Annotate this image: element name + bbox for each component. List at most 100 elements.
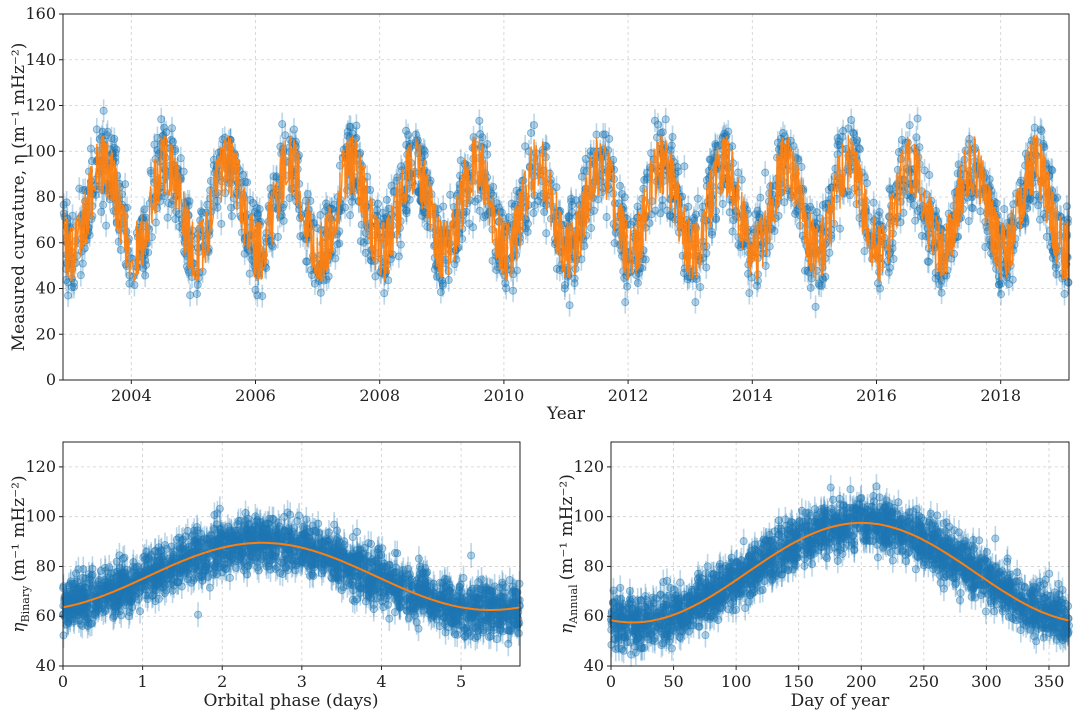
data-point [509, 286, 518, 295]
data-point [1053, 193, 1062, 202]
data-point [756, 193, 765, 202]
top-y-axis-label: Measured curvature, η (m⁻¹ mHz⁻²) [9, 43, 29, 352]
data-point [512, 266, 521, 275]
data-point [1064, 278, 1073, 287]
data-point [502, 284, 511, 293]
x-tick-label: 2012 [608, 386, 649, 405]
data-point [691, 298, 700, 307]
data-point [708, 230, 717, 239]
data-point [341, 203, 350, 212]
data-point [592, 130, 601, 139]
data-point [1008, 275, 1017, 284]
data-point [475, 116, 484, 125]
data-point [279, 216, 288, 225]
data-point [737, 175, 746, 184]
y-tick-label: 40 [36, 279, 56, 298]
y-tick-label: 140 [25, 50, 56, 69]
data-point [140, 205, 149, 214]
data-point [255, 205, 264, 214]
data-point [141, 271, 150, 280]
data-point [992, 199, 1001, 208]
data-point [684, 202, 693, 211]
data-point [446, 190, 455, 199]
data-point [621, 298, 630, 307]
y-tick-label: 120 [25, 96, 56, 115]
data-point [227, 212, 236, 221]
data-point [107, 134, 116, 143]
data-point [913, 114, 922, 123]
data-point [99, 106, 108, 115]
data-point [745, 289, 754, 298]
data-point [273, 232, 282, 241]
data-point [335, 239, 344, 248]
y-tick-label: 20 [36, 324, 56, 343]
data-point [331, 254, 340, 263]
data-point [1000, 205, 1009, 214]
y-tick-label: 160 [25, 4, 56, 23]
top-panel: 2004 2006 2008 2010 2012 2014 2016 2018 0 20 40 60 8… [9, 4, 1073, 424]
bottom-left-measurement-points [59, 496, 524, 657]
top-x-axis-label: Year [546, 404, 586, 424]
data-point [806, 283, 815, 292]
data-point [157, 115, 166, 124]
data-point [693, 194, 702, 203]
data-point [529, 209, 538, 218]
data-point [75, 184, 84, 193]
data-point [167, 124, 176, 133]
data-point [110, 134, 119, 143]
data-point [213, 196, 222, 205]
data-point [116, 245, 125, 254]
data-point [734, 168, 743, 177]
data-point [570, 274, 579, 283]
data-point [976, 207, 985, 216]
data-point [303, 257, 312, 266]
data-point [217, 219, 226, 228]
data-point [258, 292, 267, 301]
x-tick-label: 2006 [235, 386, 276, 405]
top-measurement-points [59, 99, 1073, 319]
data-point [587, 224, 596, 233]
data-point [380, 289, 389, 298]
data-point [483, 140, 492, 149]
data-point [69, 278, 78, 287]
data-point [565, 301, 574, 310]
data-point [542, 142, 551, 151]
data-point [1060, 289, 1069, 298]
data-point [99, 200, 108, 209]
data-point [661, 115, 670, 124]
data-point [658, 196, 667, 205]
data-point [245, 269, 254, 278]
data-point [69, 282, 78, 291]
data-point [92, 125, 101, 134]
data-point [641, 255, 650, 264]
data-point [186, 291, 195, 300]
data-point [444, 276, 453, 285]
data-point [192, 289, 201, 298]
data-point [523, 219, 532, 228]
data-point [530, 121, 539, 130]
data-point [937, 288, 946, 297]
data-point [121, 180, 130, 189]
data-point [724, 127, 733, 136]
data-point [869, 198, 878, 207]
data-point [469, 223, 478, 232]
data-point [262, 263, 271, 272]
data-point [639, 184, 648, 193]
data-point [112, 145, 121, 154]
data-point [185, 197, 194, 206]
data-point [396, 240, 405, 249]
data-point [605, 134, 614, 143]
data-point [62, 198, 71, 207]
data-point [542, 229, 551, 238]
data-point [889, 254, 898, 263]
data-point [747, 273, 756, 282]
data-point [193, 280, 202, 289]
data-point [761, 168, 770, 177]
data-point [925, 170, 934, 179]
data-point [825, 248, 834, 257]
data-point [163, 213, 172, 222]
data-point [179, 167, 188, 176]
data-point [770, 226, 779, 235]
